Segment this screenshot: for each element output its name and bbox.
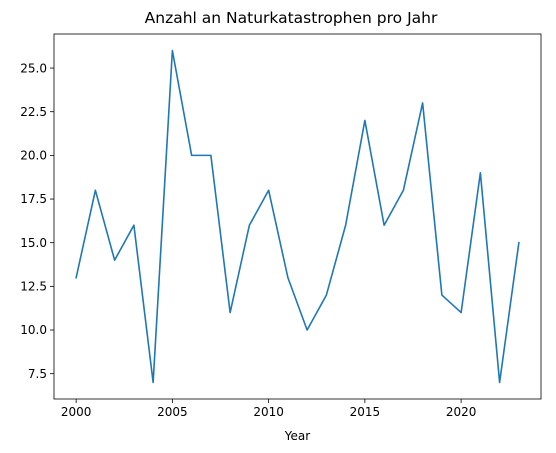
chart-title: Anzahl an Naturkatastrophen pro Jahr: [145, 9, 438, 27]
x-tick-label: 2020: [446, 405, 477, 419]
y-tick-label: 25.0: [20, 61, 47, 75]
y-tick-label: 20.0: [20, 149, 47, 163]
y-tick-label: 17.5: [20, 192, 47, 206]
x-axis-ticks: 2000 2005 2010 2015 2020: [61, 399, 477, 419]
x-axis-label: Year: [284, 429, 310, 443]
series-line-0: [75, 49, 520, 384]
y-axis-ticks: 7.5 10.0 12.5 15.0 17.5 20.0 22.5 25.0: [20, 61, 54, 381]
x-tick-label: 2005: [157, 405, 188, 419]
y-tick-label: 7.5: [28, 367, 47, 381]
y-tick-label: 10.0: [20, 323, 47, 337]
plot-area: [53, 33, 542, 400]
x-tick-label: 2000: [61, 405, 92, 419]
axes-frame: [53, 33, 542, 400]
y-tick-label: 22.5: [20, 105, 47, 119]
y-tick-label: 15.0: [20, 236, 47, 250]
y-tick-label: 12.5: [20, 280, 47, 294]
x-tick-label: 2010: [253, 405, 284, 419]
x-tick-label: 2015: [350, 405, 381, 419]
